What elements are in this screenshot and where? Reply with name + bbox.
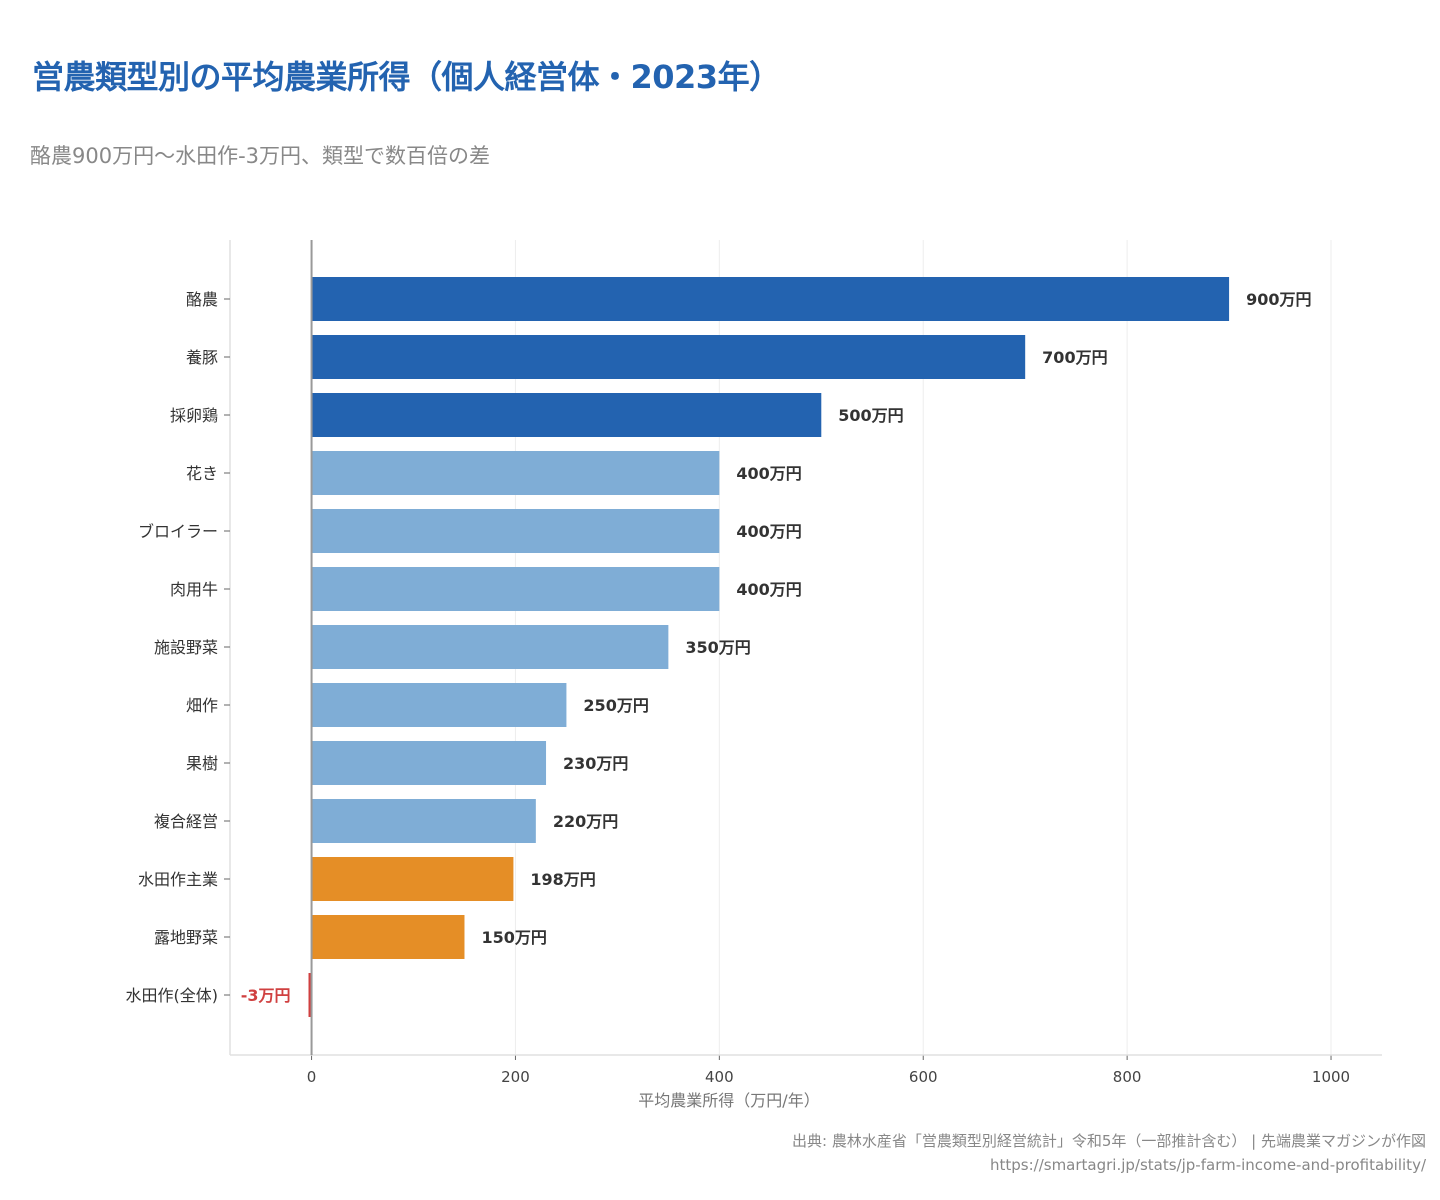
bar	[311, 857, 514, 901]
bar	[308, 973, 312, 1017]
y-tick-label: 複合経営	[154, 812, 218, 831]
data-label: 230万円	[563, 754, 628, 773]
data-label: 400万円	[736, 464, 801, 483]
y-tick-label: 水田作(全体)	[126, 986, 219, 1005]
x-tick-label: 400	[705, 1068, 734, 1086]
y-tick-label: 施設野菜	[154, 638, 218, 657]
y-tick-label: 露地野菜	[154, 928, 218, 947]
data-label: 150万円	[481, 928, 546, 947]
y-tick-label: 酪農	[186, 290, 218, 309]
y-tick-label: 水田作主業	[138, 870, 218, 889]
bar	[311, 277, 1230, 321]
source-note: 出典: 農林水産省「営農類型別経営統計」令和5年（一部推計含む） | 先端農業マ…	[792, 1132, 1426, 1150]
data-label: 198万円	[530, 870, 595, 889]
bar	[311, 683, 567, 727]
y-tick-label: 畑作	[186, 696, 218, 715]
data-label: 220万円	[553, 812, 618, 831]
source-url: https://smartagri.jp/stats/jp-farm-incom…	[989, 1156, 1426, 1174]
bar	[311, 567, 720, 611]
chart-subtitle: 酪農900万円〜水田作-3万円、類型で数百倍の差	[30, 144, 491, 168]
chart-title: 営農類型別の平均農業所得（個人経営体・2023年）	[32, 58, 781, 96]
bar	[311, 335, 1026, 379]
y-tick-label: ブロイラー	[138, 522, 218, 541]
bar	[311, 393, 822, 437]
y-tick-label: 花き	[186, 464, 218, 483]
data-label: -3万円	[241, 986, 291, 1005]
data-label: 350万円	[685, 638, 750, 657]
y-tick-label: 肉用牛	[170, 580, 218, 599]
bar	[311, 915, 465, 959]
y-tick-label: 果樹	[186, 754, 218, 773]
bar	[311, 625, 669, 669]
bar	[311, 509, 720, 553]
x-tick-label: 200	[501, 1068, 530, 1086]
bar	[311, 741, 547, 785]
data-label: 400万円	[736, 580, 801, 599]
x-axis-label: 平均農業所得（万円/年）	[638, 1091, 819, 1110]
x-tick-label: 600	[909, 1068, 938, 1086]
x-tick-label: 1000	[1312, 1068, 1350, 1086]
y-tick-label: 養豚	[186, 348, 218, 367]
data-label: 500万円	[838, 406, 903, 425]
x-tick-label: 0	[307, 1068, 317, 1086]
y-tick-label: 採卵鶏	[170, 406, 218, 425]
data-label: 900万円	[1246, 290, 1311, 309]
data-label: 700万円	[1042, 348, 1107, 367]
data-label: 400万円	[736, 522, 801, 541]
bar	[311, 451, 720, 495]
data-label: 250万円	[583, 696, 648, 715]
x-tick-label: 800	[1113, 1068, 1142, 1086]
bar	[311, 799, 536, 843]
